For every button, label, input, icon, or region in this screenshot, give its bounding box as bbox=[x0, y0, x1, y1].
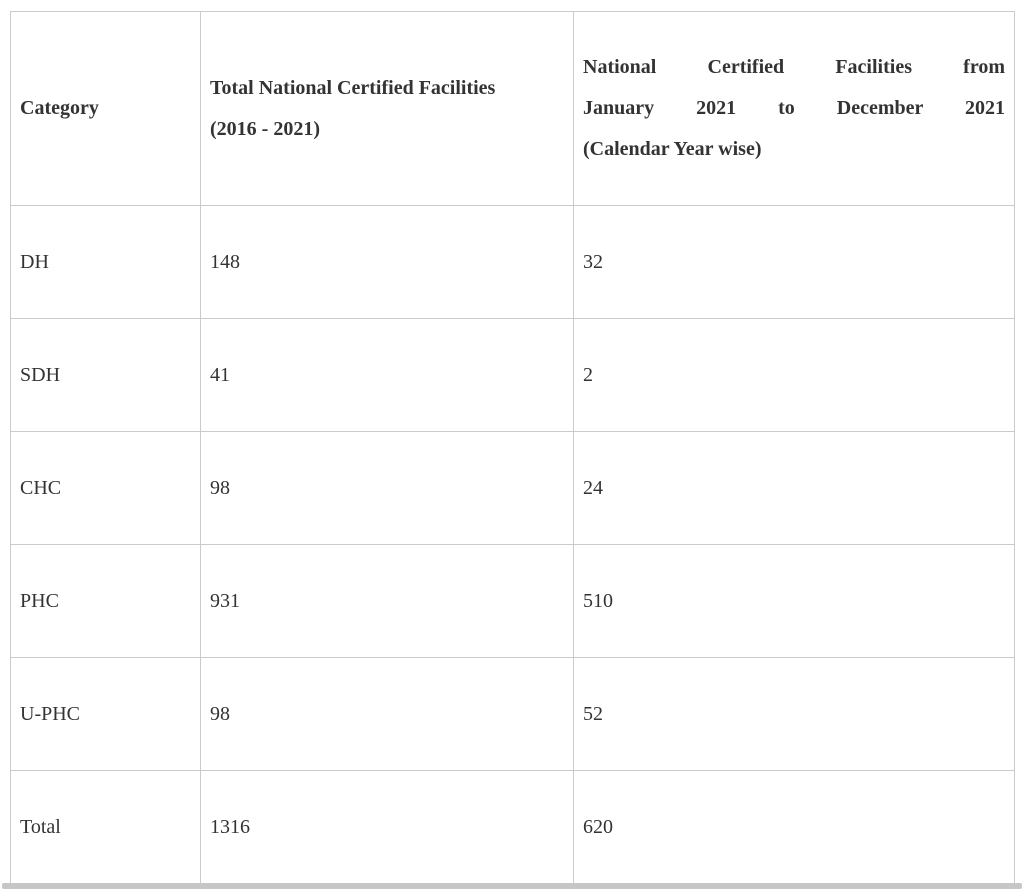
table-row: PHC 931 510 bbox=[10, 544, 1015, 658]
cell-category: Total bbox=[10, 770, 201, 884]
certified-facilities-table: Category Total National Certified Facili… bbox=[10, 11, 1015, 884]
cell-total-2016-2021: 98 bbox=[200, 431, 574, 545]
table-bottom-border bbox=[2, 883, 1022, 889]
cell-total-2016-2021: 1316 bbox=[200, 770, 574, 884]
column-header-total-certified-2016-2021: Total National Certified Facilities (201… bbox=[200, 11, 574, 206]
cell-category: CHC bbox=[10, 431, 201, 545]
cell-category: SDH bbox=[10, 318, 201, 432]
cell-jan-dec-2021: 620 bbox=[573, 770, 1015, 884]
table-row: SDH 41 2 bbox=[10, 318, 1015, 432]
cell-category: PHC bbox=[10, 544, 201, 658]
column-header-total-line-2: (2016 - 2021) bbox=[210, 117, 320, 140]
cell-jan-dec-2021: 2 bbox=[573, 318, 1015, 432]
column-header-certified-jan-dec-2021: National Certified Facilities from Janua… bbox=[573, 11, 1015, 206]
column-header-category-label: Category bbox=[20, 97, 99, 119]
cell-jan-dec-2021: 510 bbox=[573, 544, 1015, 658]
cell-total-2016-2021: 98 bbox=[200, 657, 574, 771]
column-header-calendar-line-2: January 2021 to December 2021 bbox=[583, 97, 1005, 119]
column-header-calendar-line-3: (Calendar Year wise) bbox=[583, 138, 762, 160]
column-header-calendar-line-1: National Certified Facilities from bbox=[583, 56, 1005, 78]
cell-category: DH bbox=[10, 205, 201, 319]
column-header-total-line-1: Total National Certified Facilities bbox=[210, 76, 496, 99]
column-header-category: Category bbox=[10, 11, 201, 206]
cell-jan-dec-2021: 52 bbox=[573, 657, 1015, 771]
table-row: CHC 98 24 bbox=[10, 431, 1015, 545]
cell-total-2016-2021: 41 bbox=[200, 318, 574, 432]
cell-total-2016-2021: 148 bbox=[200, 205, 574, 319]
cell-total-2016-2021: 931 bbox=[200, 544, 574, 658]
table-row: U-PHC 98 52 bbox=[10, 657, 1015, 771]
cell-jan-dec-2021: 32 bbox=[573, 205, 1015, 319]
cell-category: U-PHC bbox=[10, 657, 201, 771]
header-row: Category Total National Certified Facili… bbox=[10, 11, 1015, 206]
table-row-total: Total 1316 620 bbox=[10, 770, 1015, 884]
cell-jan-dec-2021: 24 bbox=[573, 431, 1015, 545]
table-row: DH 148 32 bbox=[10, 205, 1015, 319]
